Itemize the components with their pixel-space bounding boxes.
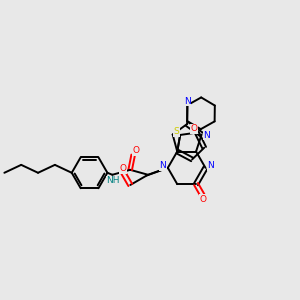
Text: N: N — [184, 97, 191, 106]
Text: S: S — [174, 127, 179, 136]
Text: N: N — [160, 161, 166, 170]
Text: N: N — [203, 131, 210, 140]
Text: O: O — [190, 124, 197, 133]
Text: NH: NH — [106, 176, 120, 185]
Text: O: O — [133, 146, 140, 155]
Text: N: N — [207, 161, 214, 170]
Text: O: O — [120, 164, 127, 173]
Text: O: O — [200, 195, 206, 204]
